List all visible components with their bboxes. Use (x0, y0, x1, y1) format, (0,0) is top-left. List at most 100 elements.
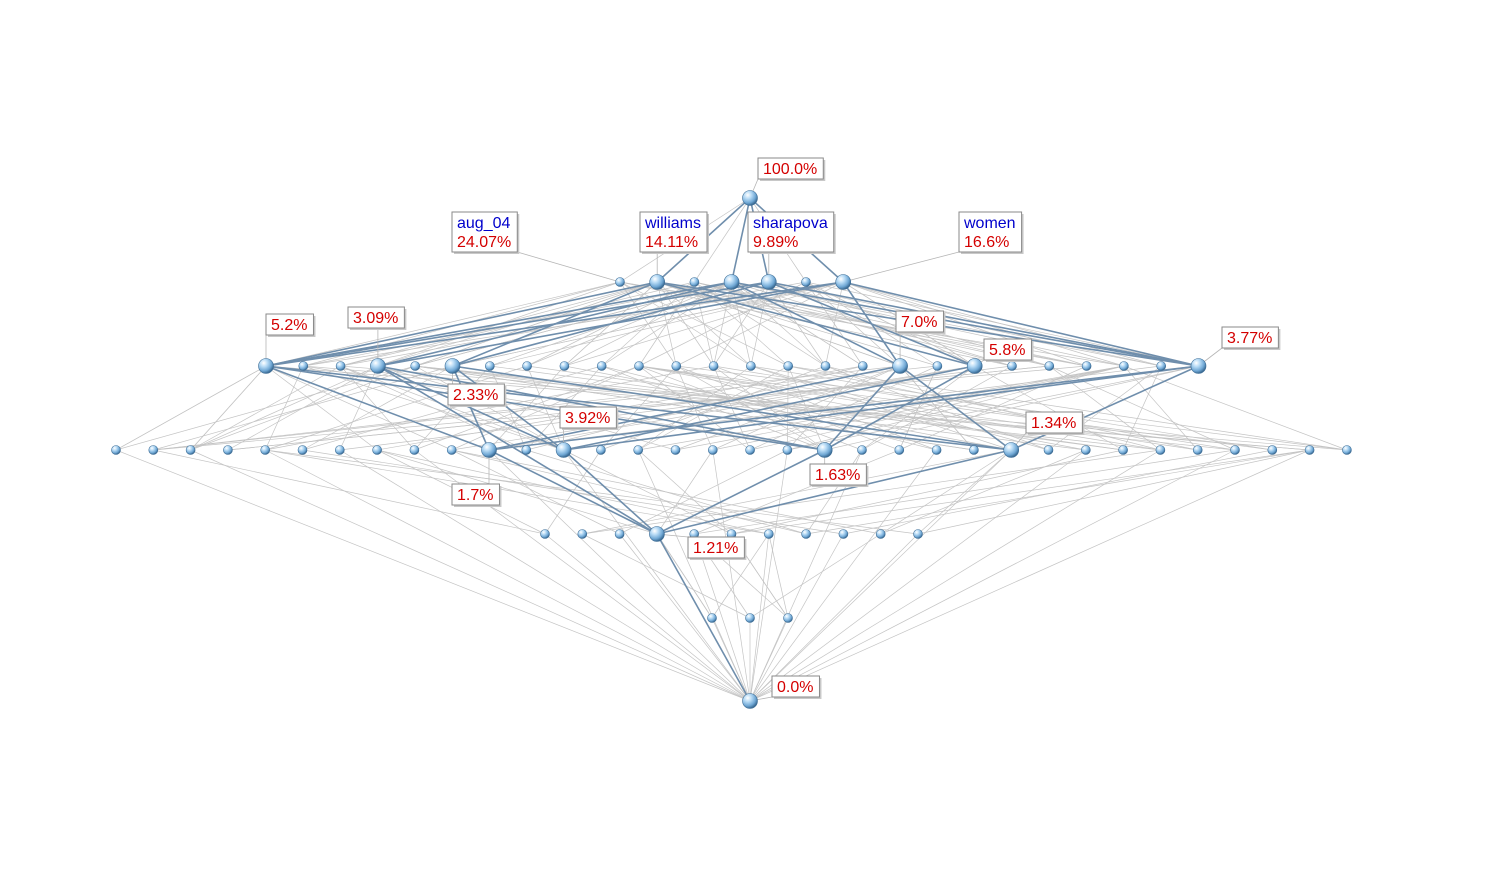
lattice-node (1043, 445, 1054, 455)
lattice-node (816, 442, 833, 458)
edge (749, 449, 1087, 702)
main-edge (656, 533, 751, 702)
label-percentage: 1.21% (693, 540, 738, 557)
lattice-node (894, 445, 905, 455)
lattice-node (596, 445, 606, 455)
label-box (809, 463, 867, 486)
edge (115, 449, 751, 702)
lattice-node (258, 358, 274, 374)
lattice-node (745, 613, 755, 623)
node-label-williams: williams 14.11% (639, 211, 709, 254)
label-box (559, 406, 617, 429)
lattice-node (892, 358, 908, 374)
edge (637, 449, 751, 702)
edge (768, 533, 789, 619)
edge (339, 449, 751, 702)
node-label-l3b: 1.34% (1025, 411, 1085, 435)
lattice-node (1192, 445, 1203, 455)
edge (377, 365, 863, 451)
lattice-node (649, 274, 666, 290)
edge (190, 449, 751, 702)
node-label-l3a: 3.92% (559, 406, 619, 430)
label-attribute: sharapova (753, 215, 828, 232)
lattice-node (1155, 445, 1166, 455)
lattice-node (875, 529, 886, 539)
node-label-women: women 16.6% (958, 211, 1024, 254)
main-edge (451, 365, 490, 451)
edge (265, 281, 621, 367)
edge (619, 449, 788, 535)
label-box (347, 306, 405, 329)
edge (749, 449, 1236, 702)
lattice-node (633, 445, 644, 455)
edge (563, 449, 751, 702)
lattice-node (783, 613, 793, 623)
lattice-node (1267, 445, 1278, 455)
main-edge (730, 197, 751, 283)
label-box (747, 211, 835, 253)
main-edge (265, 281, 732, 367)
edge (749, 449, 1012, 702)
lattice-node (913, 529, 923, 539)
lattice-node (1081, 361, 1092, 371)
edge (190, 365, 341, 451)
edge (713, 365, 1236, 451)
main-edge (656, 449, 826, 535)
label-percentage: 2.33% (453, 387, 498, 404)
label-percentage: 14.11% (645, 234, 698, 251)
lattice-node (444, 358, 461, 374)
lattice-node (838, 529, 849, 539)
main-edge (265, 281, 769, 367)
main-edge (899, 365, 1012, 451)
label-attribute: williams (644, 215, 701, 232)
main-edge (488, 365, 901, 451)
edge (414, 365, 491, 451)
edge (880, 449, 1012, 535)
label-box (447, 383, 505, 406)
lattice-node (1044, 361, 1055, 371)
edge (619, 533, 751, 702)
edge (693, 533, 751, 702)
label-percentage: 1.63% (815, 467, 860, 484)
main-edge (563, 365, 975, 451)
edge (265, 449, 751, 702)
node-label-sharapova: sharapova 9.89% (747, 211, 836, 254)
lattice-node (1190, 358, 1207, 374)
edge (749, 449, 1161, 702)
edge (731, 449, 1310, 535)
main-edge (656, 449, 1012, 535)
lattice-node (745, 445, 755, 455)
edge (694, 197, 751, 283)
edge (190, 365, 379, 451)
main-edge (488, 365, 1199, 451)
edge (582, 449, 1161, 535)
lattice-node (969, 445, 979, 455)
main-edge (563, 365, 1199, 451)
label-box (771, 675, 820, 698)
lattice-node (760, 274, 777, 290)
edge (377, 365, 676, 451)
edge (749, 617, 789, 702)
lattice-node (522, 361, 532, 371)
lattice-node (185, 445, 196, 455)
leader-line (517, 251, 621, 283)
label-percentage: 3.09% (353, 310, 398, 327)
label-leader-lines (265, 178, 1223, 702)
lattice-node (1119, 361, 1129, 371)
label-box (895, 310, 944, 333)
lattice-node (297, 445, 308, 455)
label-percentage: 3.92% (565, 410, 610, 427)
edge (227, 365, 379, 451)
highlighted-edges (265, 197, 1199, 702)
lattice-node (1230, 445, 1240, 455)
main-edge (1010, 365, 1199, 451)
label-percentage: 16.6% (964, 234, 1009, 251)
edge (656, 533, 713, 619)
node-label-l3d: 1.7% (451, 483, 502, 507)
lattice-node (555, 442, 572, 458)
label-percentage: 1.7% (457, 487, 493, 504)
lattice-node (1081, 445, 1091, 455)
node-label-aug_04: aug_04 24.07% (451, 211, 520, 254)
lattice-node (148, 445, 159, 455)
edge (711, 617, 751, 702)
